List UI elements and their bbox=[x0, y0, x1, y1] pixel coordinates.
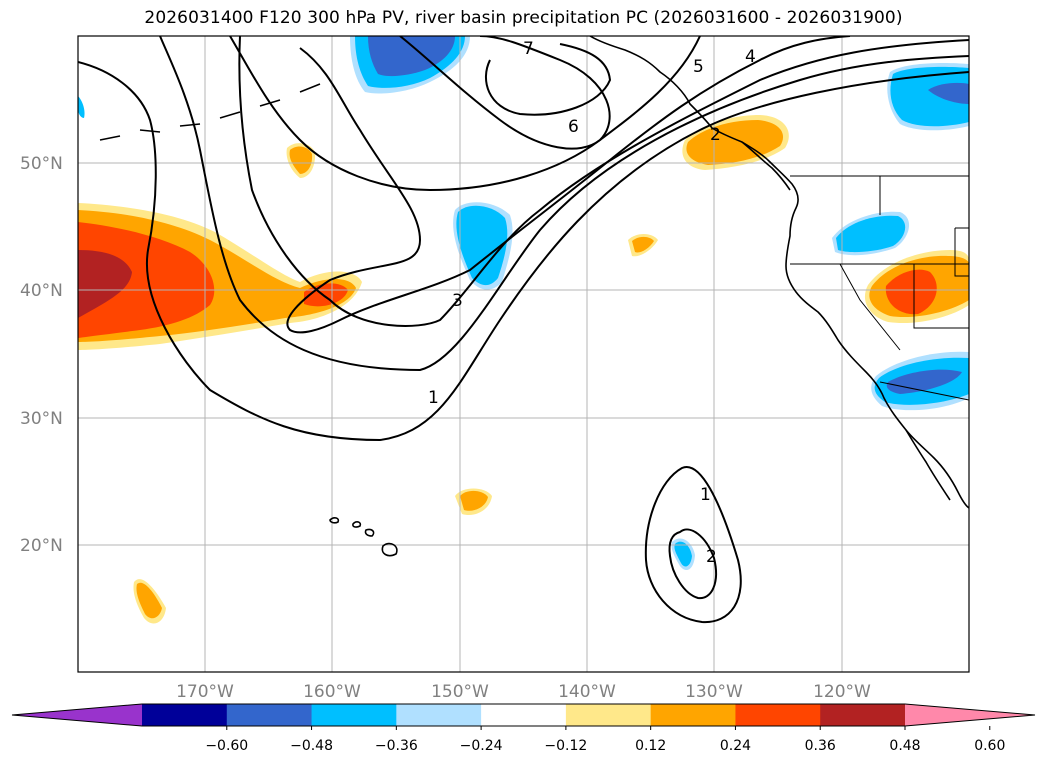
contour-label: 4 bbox=[745, 47, 756, 67]
gridlines bbox=[78, 36, 969, 672]
lat-label: 20°N bbox=[20, 536, 63, 556]
lat-label: 30°N bbox=[20, 409, 63, 429]
precip-patch bbox=[289, 146, 313, 174]
lon-label: 140°W bbox=[558, 682, 616, 702]
plot-frame bbox=[77, 35, 970, 673]
colorbar-tick-label: 0.36 bbox=[805, 738, 836, 754]
colorbar-tick-label: −0.12 bbox=[544, 738, 587, 754]
colorbar-tick-label: −0.60 bbox=[205, 738, 248, 754]
precip-patch bbox=[632, 236, 654, 253]
precip-negative bbox=[836, 215, 906, 253]
lon-label: 130°W bbox=[685, 682, 743, 702]
precip-negative bbox=[674, 541, 692, 567]
colorbar: −0.60 −0.48 −0.36 −0.24 −0.12 0.12 0.24 0.36 0.4… bbox=[11, 703, 1036, 754]
precip-negative-socal bbox=[886, 369, 962, 394]
colorbar-swatch bbox=[481, 704, 567, 726]
colorbar-swatch bbox=[226, 704, 313, 726]
precip-patch bbox=[136, 582, 162, 619]
colorbar-swatch bbox=[650, 704, 736, 726]
lon-label: 160°W bbox=[303, 682, 361, 702]
colorbar-swatch bbox=[142, 704, 228, 726]
contour-label: 5 bbox=[693, 57, 704, 77]
contour-label: 6 bbox=[568, 117, 579, 137]
colorbar-swatch bbox=[565, 704, 652, 726]
contour-label: 3 bbox=[452, 291, 463, 311]
precip-negative-alaska bbox=[368, 36, 455, 77]
colorbar-tick-label: −0.48 bbox=[290, 738, 333, 754]
contour-label: 7 bbox=[523, 39, 534, 59]
precip-positive-basin bbox=[885, 269, 937, 315]
colorbar-swatch bbox=[311, 704, 397, 726]
contour-label: 1 bbox=[700, 485, 711, 505]
colorbar-tick-label: 0.60 bbox=[974, 738, 1005, 754]
pv-contours bbox=[78, 36, 969, 624]
lon-label: 120°W bbox=[813, 682, 871, 702]
lon-axis: 170°W 160°W 150°W 140°W 130°W 120°W bbox=[176, 682, 871, 702]
colorbar-extend-high bbox=[905, 704, 1035, 726]
political-borders bbox=[790, 175, 969, 401]
lat-label: 40°N bbox=[20, 281, 63, 301]
map-title: 2026031400 F120 300 hPa PV, river basin … bbox=[144, 8, 903, 28]
colorbar-outline bbox=[11, 703, 1036, 727]
lat-label: 50°N bbox=[20, 154, 63, 174]
contour-labels: 7 6 5 4 2 3 1 1 2 bbox=[428, 39, 756, 567]
colorbar-tick-label: 0.48 bbox=[889, 738, 920, 754]
precip-patch bbox=[460, 490, 488, 511]
precip-negative-canada bbox=[928, 82, 969, 104]
colorbar-extend-low bbox=[12, 704, 142, 726]
contour-label: 1 bbox=[428, 388, 439, 408]
colorbar-tick-label: −0.36 bbox=[375, 738, 418, 754]
colorbar-tick-label: −0.24 bbox=[460, 738, 503, 754]
colorbar-tick-label: 0.24 bbox=[720, 738, 751, 754]
colorbar-swatch bbox=[396, 704, 482, 726]
contour-label: 2 bbox=[710, 125, 721, 145]
plot-area: 7 6 5 4 2 3 1 1 2 bbox=[78, 36, 969, 672]
coastlines bbox=[99, 36, 969, 557]
precip-negative bbox=[78, 96, 85, 118]
precip-negative-canada bbox=[890, 66, 969, 127]
contour-label: 2 bbox=[706, 547, 717, 567]
precip-negative bbox=[456, 205, 508, 286]
lat-axis: 50°N 40°N 30°N 20°N bbox=[20, 154, 63, 556]
lon-label: 150°W bbox=[431, 682, 489, 702]
colorbar-tick-label: 0.12 bbox=[635, 738, 666, 754]
colorbar-swatch bbox=[820, 704, 906, 726]
lon-label: 170°W bbox=[176, 682, 234, 702]
colorbar-swatch bbox=[735, 704, 821, 726]
